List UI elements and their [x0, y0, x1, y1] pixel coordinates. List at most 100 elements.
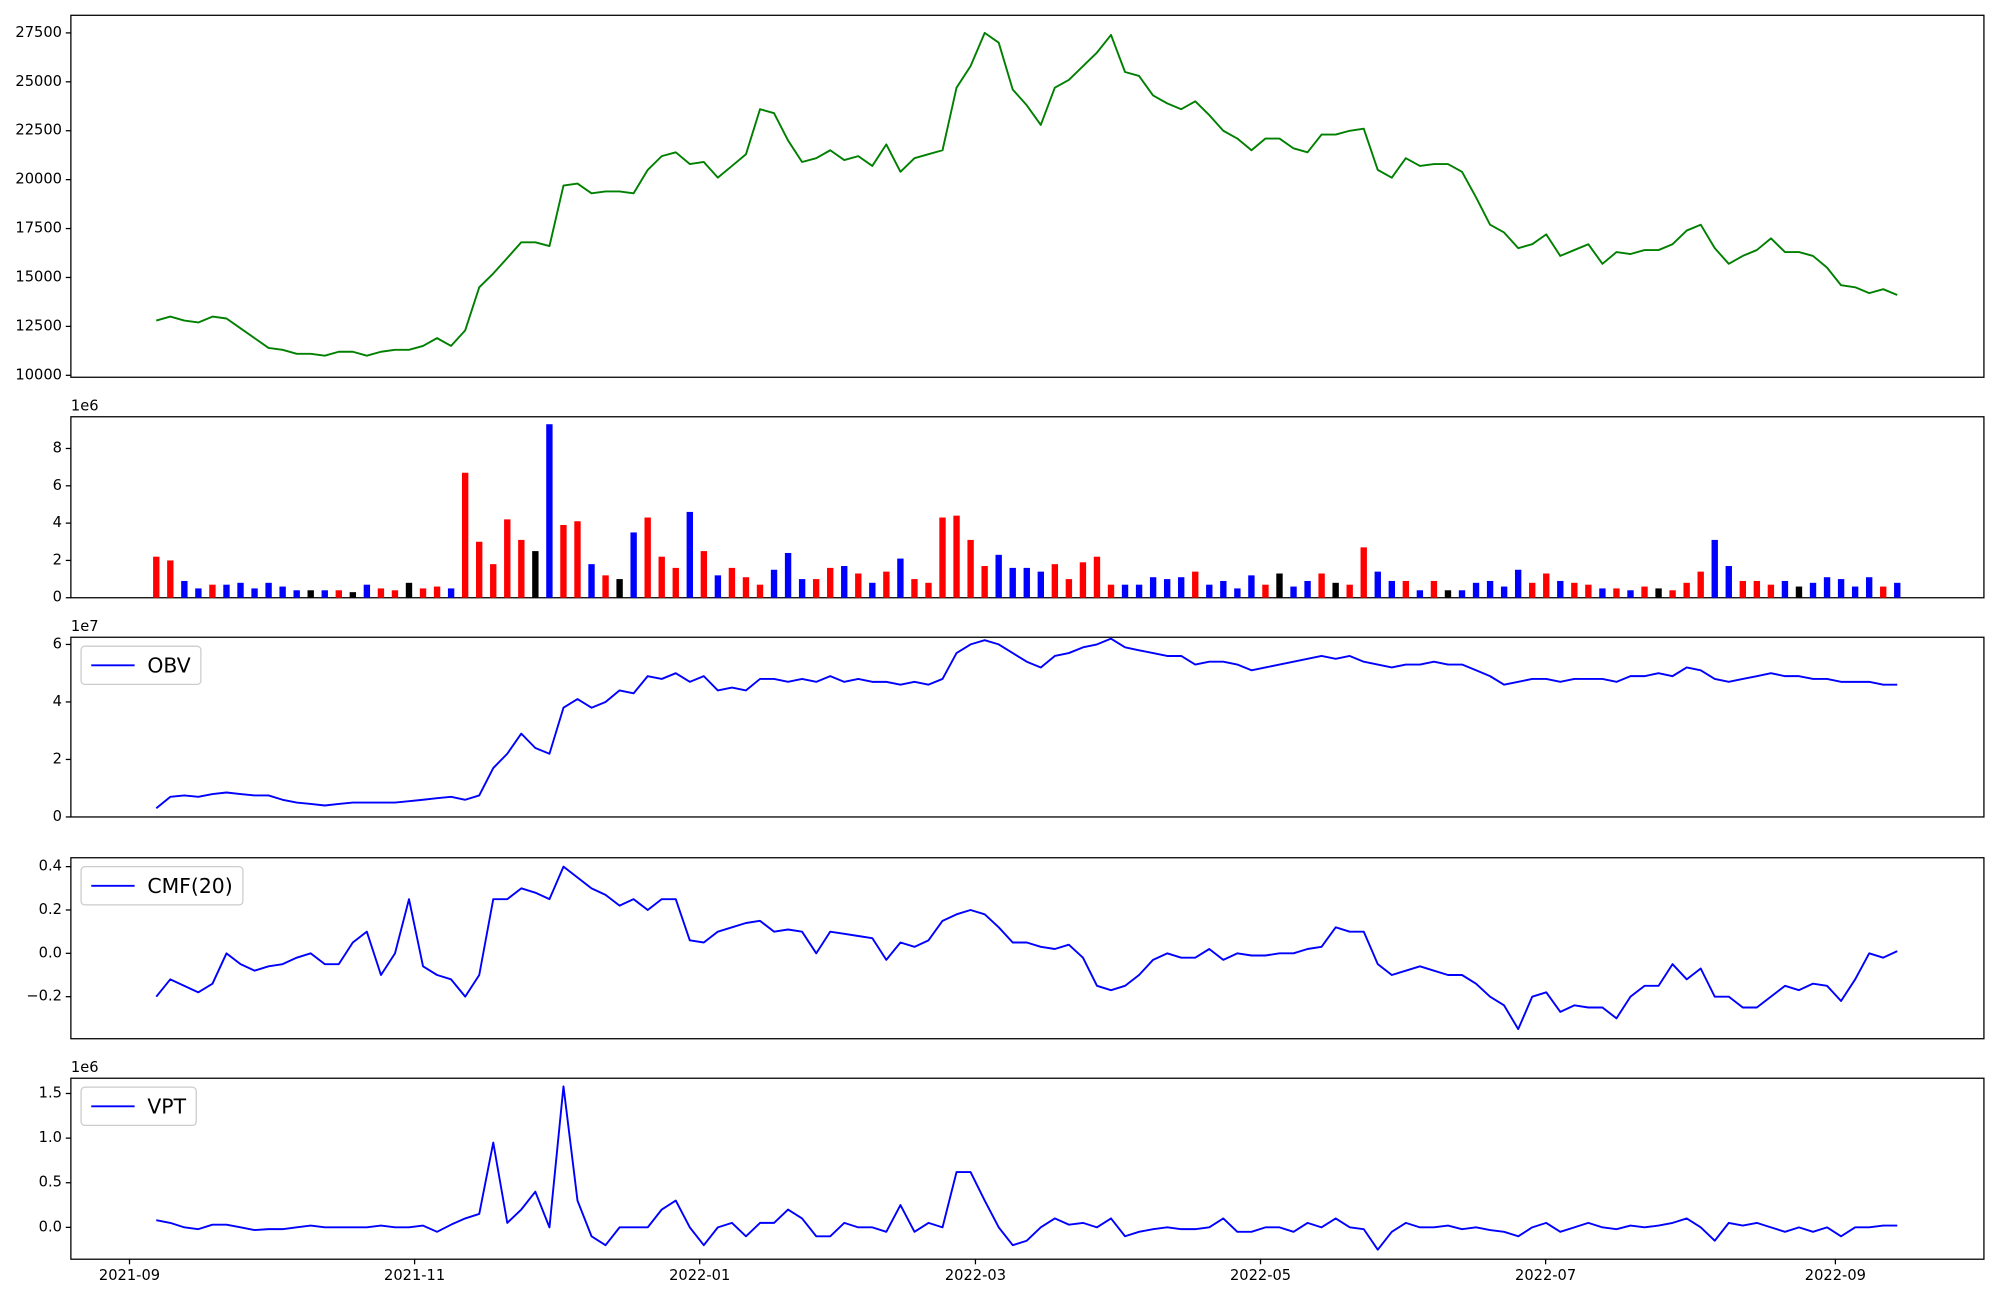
volume-bar	[546, 424, 553, 598]
volume-bar	[237, 582, 244, 598]
volume-bar	[1725, 566, 1732, 598]
volume-bar	[251, 588, 258, 598]
y-tick-label: 0.0	[39, 944, 62, 961]
volume-bar	[672, 567, 679, 598]
volume-bar	[1627, 590, 1634, 598]
volume-bar	[1430, 580, 1438, 598]
volume-bar	[1809, 582, 1817, 598]
volume-bar	[1753, 580, 1761, 598]
volume-bar	[1093, 556, 1101, 598]
volume-bar	[307, 590, 314, 598]
volume-bar	[883, 571, 890, 598]
volume-bar	[939, 517, 946, 598]
legend-label: CMF(20)	[147, 874, 232, 898]
y-tick-label: 1.0	[39, 1129, 62, 1146]
volume-bar	[532, 551, 539, 598]
volume-bar	[714, 575, 722, 598]
volume-bar	[1107, 584, 1115, 598]
volume-bar	[855, 573, 862, 598]
volume-bar	[1767, 584, 1775, 598]
volume-bar	[447, 588, 455, 598]
volume-bar	[630, 532, 637, 598]
volume-bar	[1514, 569, 1522, 598]
volume-bar	[1641, 586, 1648, 598]
y-tick-label: 12500	[15, 317, 62, 334]
y-tick-label: 6	[53, 635, 62, 652]
volume-bar	[1823, 577, 1831, 598]
volume-bar	[1065, 579, 1073, 598]
y-tick-label: 0.4	[39, 858, 62, 875]
plot-frame	[70, 636, 1985, 818]
volume-bar	[686, 511, 693, 598]
volume-bar	[1894, 582, 1901, 598]
y-tick-label: 27500	[15, 24, 62, 41]
panel: 0 2 4 6 1e7 OBV	[53, 618, 1985, 825]
volume-bar	[209, 584, 216, 598]
volume-bar	[1781, 580, 1789, 598]
volume-bar	[363, 584, 371, 598]
line-series	[155, 637, 1898, 810]
volume-bar	[1880, 586, 1887, 598]
volume-bar	[167, 560, 174, 598]
volume-bar	[1023, 567, 1030, 598]
volume-bar	[756, 584, 764, 598]
volume-bar	[812, 579, 820, 598]
volume-bar	[995, 554, 1002, 598]
y-tick-label: 0	[53, 808, 62, 825]
volume-bar	[405, 582, 413, 598]
x-tick-label: 2021-09	[99, 1267, 160, 1284]
y-tick-label: 2	[53, 750, 62, 767]
y-tick-label: 4	[53, 693, 62, 710]
legend-box	[80, 866, 244, 906]
volume-bar	[377, 588, 385, 598]
y-tick-label: 20000	[15, 171, 62, 188]
volume-bar	[700, 551, 708, 598]
volume-bar	[518, 539, 525, 598]
legend-label: VPT	[147, 1095, 186, 1119]
y-tick-label: 4	[53, 514, 62, 531]
volume-bar	[1304, 580, 1311, 598]
volume-bar	[1051, 564, 1059, 598]
volume-bar	[1444, 590, 1452, 598]
y-tick-label: 0	[53, 589, 62, 606]
volume-bar	[1248, 575, 1255, 598]
volume-bar	[433, 586, 441, 598]
volume-bar	[1500, 586, 1508, 598]
volume-bar	[476, 541, 483, 598]
y-tick-label: 2	[53, 551, 62, 568]
y-tick-label: 6	[53, 477, 62, 494]
volume-bar	[869, 582, 876, 598]
panel: 10000 12500 15000 17500 20000 22500 25000 27500	[15, 14, 1985, 383]
offset-label: 1e7	[71, 618, 99, 635]
volume-bar	[897, 558, 904, 598]
volume-bar	[560, 524, 567, 598]
line-series	[156, 1085, 1898, 1251]
plot-frame	[70, 1077, 1985, 1260]
volume-bar	[784, 552, 792, 598]
volume-bar	[588, 564, 595, 598]
volume-bar	[1388, 580, 1395, 598]
volume-bar	[153, 556, 160, 598]
volume-bar	[644, 517, 651, 598]
volume-bar	[574, 521, 581, 598]
y-tick-label: 1.5	[39, 1084, 62, 1101]
line-series	[155, 865, 1898, 1031]
volume-bar	[981, 566, 988, 598]
plot-frame	[70, 14, 1985, 378]
volume-bar	[461, 472, 469, 598]
volume-bar	[1837, 579, 1845, 598]
volume-bar	[1655, 588, 1662, 598]
volume-bar	[279, 586, 286, 598]
volume-bar	[1121, 584, 1129, 598]
offset-label: 1e6	[71, 398, 99, 415]
volume-bar	[1079, 562, 1087, 598]
volume-bar	[1458, 590, 1466, 598]
volume-bar	[490, 564, 497, 598]
y-tick-label: 0.0	[39, 1218, 62, 1235]
volume-bar	[1571, 582, 1578, 598]
volume-bar	[223, 584, 230, 598]
y-tick-label: 15000	[15, 268, 62, 285]
y-tick-label: 22500	[15, 122, 62, 139]
volume-bar	[1711, 539, 1718, 598]
volume-bar	[1234, 588, 1241, 598]
